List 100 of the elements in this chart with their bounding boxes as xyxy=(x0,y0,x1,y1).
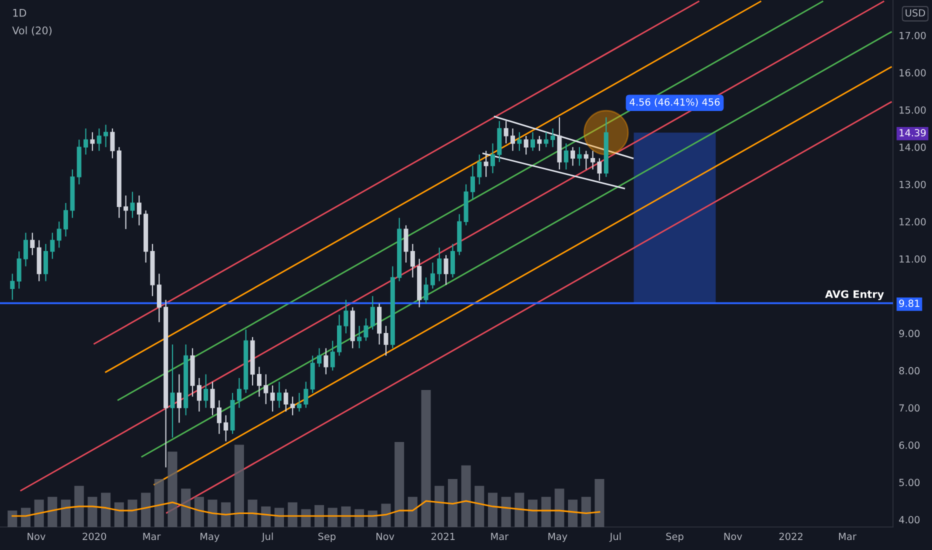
x-tick-label: Mar xyxy=(491,532,509,540)
candlestick xyxy=(23,232,28,267)
x-tick-label: May xyxy=(200,532,220,542)
candlestick xyxy=(570,146,576,166)
bar xyxy=(528,500,538,527)
y-tick-label: 14.39 xyxy=(900,129,926,136)
candlestick xyxy=(577,146,582,166)
candlestick xyxy=(344,299,348,334)
y-tick-label: 4.00 xyxy=(899,516,920,524)
candlestick xyxy=(484,150,488,178)
candlestick xyxy=(170,344,175,438)
x-tick-label: Nov xyxy=(376,532,394,540)
bar xyxy=(154,479,164,527)
chart-title: Vol (20) xyxy=(12,26,52,36)
candlestick xyxy=(176,374,182,424)
candlestick xyxy=(590,150,596,170)
candlestick xyxy=(276,381,282,408)
candlestick xyxy=(210,381,215,416)
candlestick xyxy=(370,296,375,330)
bar xyxy=(554,488,564,527)
bar xyxy=(368,510,378,527)
y-tick-label: 14.00 xyxy=(900,144,926,151)
bar xyxy=(168,452,178,527)
candlestick xyxy=(96,128,102,152)
bar xyxy=(261,506,271,527)
candlestick xyxy=(544,132,548,148)
bar xyxy=(501,496,511,527)
bar xyxy=(434,486,444,527)
candlestick xyxy=(104,124,108,148)
bar xyxy=(194,496,204,527)
bar xyxy=(181,488,191,527)
candlestick xyxy=(43,243,48,282)
bar xyxy=(288,502,298,527)
candlestick xyxy=(196,377,202,412)
bar xyxy=(514,492,524,527)
candlestick xyxy=(450,243,455,278)
bar xyxy=(20,508,30,527)
bar xyxy=(594,479,604,527)
y-tick-label: 6.00 xyxy=(899,442,920,449)
candlestick xyxy=(56,221,62,248)
bar xyxy=(301,509,311,527)
candlestick xyxy=(110,128,115,159)
candlestick xyxy=(384,325,388,356)
x-tick-label: 2022 xyxy=(779,532,802,540)
candlestick xyxy=(256,366,262,398)
candlestick xyxy=(504,120,508,144)
candlestick xyxy=(90,132,95,152)
bar xyxy=(274,508,284,527)
bar xyxy=(328,508,338,527)
x-tick-label: Jul xyxy=(609,532,621,542)
candlestick xyxy=(524,135,528,156)
x-tick-label: Nov xyxy=(28,532,46,540)
candlestick xyxy=(404,224,408,264)
bar xyxy=(101,492,111,527)
candlestick xyxy=(537,135,542,152)
y-tick-label: 9.00 xyxy=(899,330,920,338)
candlestick xyxy=(10,273,15,300)
candlestick xyxy=(204,374,208,408)
bar xyxy=(234,444,244,527)
y-tick-label: 13.00 xyxy=(900,180,926,188)
y-tick-label: 15.00 xyxy=(900,106,926,114)
bar xyxy=(248,500,258,527)
candlestick xyxy=(16,250,22,290)
bar xyxy=(8,510,18,527)
bar xyxy=(141,492,151,527)
bar xyxy=(354,509,364,527)
candlestick xyxy=(216,400,222,434)
bar xyxy=(421,390,431,527)
candlestick xyxy=(364,318,368,342)
x-tick-label: Nov xyxy=(724,532,742,540)
candlestick xyxy=(530,132,536,152)
candlestick xyxy=(290,396,295,416)
bar xyxy=(74,486,84,527)
candlestick xyxy=(304,381,308,408)
x-tick-label: 2021 xyxy=(432,532,455,540)
ref-line-label: AVG Entry xyxy=(825,290,884,300)
candlestick xyxy=(477,154,482,185)
candlestick xyxy=(30,232,35,256)
candlestick xyxy=(136,194,142,226)
candlestick xyxy=(437,247,442,282)
x-tick-label: Mar xyxy=(839,532,856,540)
bar xyxy=(488,492,498,527)
x-tick-label: Sep xyxy=(666,532,684,542)
candlestick xyxy=(490,142,495,174)
y-tick-label: 16.00 xyxy=(900,69,926,76)
candlestick xyxy=(424,276,428,304)
bar xyxy=(381,504,391,527)
candlestick xyxy=(50,232,55,260)
bar xyxy=(314,505,324,527)
candlestick xyxy=(330,340,335,372)
bar xyxy=(448,479,458,527)
bar xyxy=(408,496,418,527)
candlestick xyxy=(584,150,588,170)
bar xyxy=(208,500,218,527)
y-tick-label: 11.00 xyxy=(900,255,926,263)
y-axis-title: USD xyxy=(906,9,926,17)
x-tick-label: Mar xyxy=(143,532,161,540)
candlestick xyxy=(84,128,88,156)
x-tick-label: 2020 xyxy=(82,532,106,540)
x-tick-label: Jul xyxy=(261,532,273,542)
